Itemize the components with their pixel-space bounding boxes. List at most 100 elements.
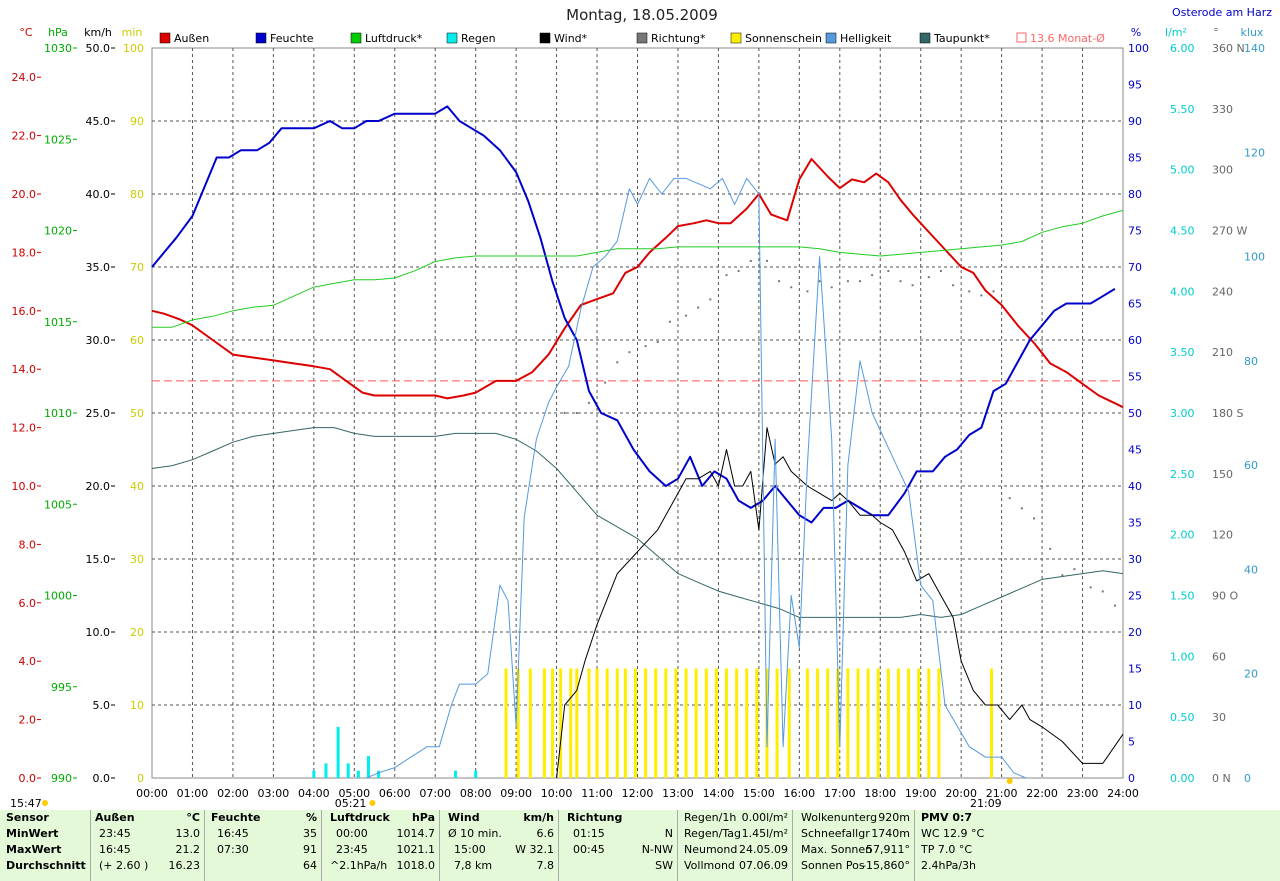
feuchte-min-value: 35 [303, 827, 317, 840]
pressure-tick-label: 1005 [44, 498, 72, 511]
direction-point [952, 284, 955, 287]
statistics-panel: Sensor MinWert MaxWert Durchschnitt Auße… [0, 810, 1280, 881]
humidity-tick-label: 15 [1128, 663, 1142, 676]
wind-avg-label: Ø 10 min. [448, 827, 502, 840]
direction-point [587, 401, 590, 404]
rain-bar [312, 770, 316, 778]
minutes-tick-label: 100 [123, 42, 144, 55]
humidity-tick-label: 0 [1128, 772, 1135, 785]
legend-swatch [446, 32, 458, 44]
aussen-min-time: 23:45 [99, 827, 131, 840]
brightness-tick-label: 100 [1244, 251, 1265, 264]
legend-label: Außen [174, 32, 209, 45]
wind-distance: 7,8 km [454, 859, 493, 872]
sunshine-bar [714, 668, 718, 778]
sunshine-bar [846, 668, 850, 778]
direction-point [1073, 568, 1076, 571]
rain-bar [366, 756, 370, 778]
legend-swatch [1016, 32, 1027, 43]
sunshine-bar [836, 668, 840, 778]
sunshine-bar [542, 668, 546, 778]
sunshine-bar [569, 668, 573, 778]
x-tick-label: 24:00 [1107, 787, 1139, 800]
rain-tick-label: 1.00 [1170, 650, 1195, 663]
timestamp-sun-icon [42, 800, 48, 806]
sunshine-bar [907, 668, 911, 778]
brightness-tick-label: 20 [1244, 668, 1258, 681]
wolken-row-label: Schneefallgr [801, 827, 870, 840]
wind-tick-label: 15.0 [86, 553, 111, 566]
x-tick-label: 06:00 [379, 787, 411, 800]
richtung-avg-value: SW [655, 859, 673, 872]
x-tick-label: 22:00 [1026, 787, 1058, 800]
wind-max-value: W 32.1 [515, 843, 554, 856]
legend-label: 13.6 Monat-Ø [1030, 32, 1105, 45]
humidity-tick-label: 40 [1128, 480, 1142, 493]
direction-point [887, 270, 890, 273]
weather-chart: 00:00 01:00 02:00 03:00 04:00 05:00 06:00 07:00… [10, 6, 1272, 810]
sunshine-bar [745, 668, 749, 778]
direction-point [737, 270, 740, 273]
humidity-tick-label: 70 [1128, 261, 1142, 274]
humidity-unit-label: % [1131, 26, 1141, 39]
sunshine-bar [674, 668, 678, 778]
pressure-unit-label: hPa [48, 26, 68, 39]
chart-title: Montag, 18.05.2009 [566, 6, 718, 24]
x-tick-label: 15:00 [743, 787, 775, 800]
feuchte-max-time: 07:30 [217, 843, 249, 856]
minutes-tick-label: 0 [137, 772, 144, 785]
wolken-row-label: Max. Sonnen [801, 843, 873, 856]
direction-point [656, 341, 659, 344]
minutes-tick-label: 50 [130, 407, 144, 420]
x-tick-label: 17:00 [824, 787, 856, 800]
direction-tick-label: 0 N [1212, 772, 1231, 785]
pmv-column: PMV 0:7 WC 12.9 °C TP 7.0 °C 2.4hPa/3h [915, 810, 1035, 881]
direction-tick-label: 240 [1212, 285, 1233, 298]
rain-tick-label: 4.50 [1170, 225, 1195, 238]
pressure-tick-label: 995 [51, 681, 72, 694]
x-tick-label: 07:00 [419, 787, 451, 800]
humidity-tick-label: 25 [1128, 590, 1142, 603]
direction-tick-label: 30 [1212, 711, 1226, 724]
rain-tick-label: 5.00 [1170, 164, 1195, 177]
legend-label: Taupunkt* [933, 32, 990, 45]
series-line-außen [151, 158, 1124, 409]
wolken-row-value: 57,911° [866, 843, 910, 856]
luftdruck-unit: hPa [411, 811, 435, 824]
sunshine-bar [654, 668, 658, 778]
pmv-header: PMV 0:7 [921, 811, 973, 824]
minutes-tick-label: 40 [130, 480, 144, 493]
brightness-tick-label: 140 [1244, 42, 1265, 55]
legend-label: Helligkeit [840, 32, 892, 45]
regen-row-label: Regen/Tag [684, 827, 741, 840]
direction-point [818, 280, 821, 283]
pmv-windchill: WC 12.9 °C [921, 827, 985, 840]
sunshine-bar [816, 668, 820, 778]
sunshine-bar [684, 668, 688, 778]
humidity-tick-label: 20 [1128, 626, 1142, 639]
regen-row-value: 07.06.09 [739, 859, 788, 872]
richtung-header: Richtung [567, 811, 623, 824]
direction-point [1008, 497, 1011, 500]
luftdruck-max-value: 1021.1 [396, 843, 436, 856]
sunshine-bar [917, 668, 921, 778]
sunshine-bar [575, 668, 579, 778]
feuchte-avg-value: 64 [303, 859, 317, 872]
wind-avg-value: 6.6 [536, 827, 555, 840]
aussen-avg-value: 16.23 [168, 859, 201, 872]
temp-tick-label: 6.0 [19, 597, 37, 610]
direction-point [846, 280, 849, 283]
legend-swatch [539, 32, 551, 44]
legend-label: Regen [461, 32, 496, 45]
max-label: MaxWert [6, 843, 62, 856]
wind-tick-label: 50.0 [86, 42, 111, 55]
chart-grid [151, 47, 1124, 779]
legend-swatch [350, 32, 362, 44]
direction-point [899, 280, 902, 283]
minutes-tick-label: 70 [130, 261, 144, 274]
rain-bar [336, 726, 340, 778]
luftdruck-trend: ^2.1hPa/h [330, 859, 388, 872]
rain-tick-label: 4.00 [1170, 285, 1195, 298]
temp-tick-label: 0.0 [19, 772, 37, 785]
sunshine-bar [605, 668, 609, 778]
